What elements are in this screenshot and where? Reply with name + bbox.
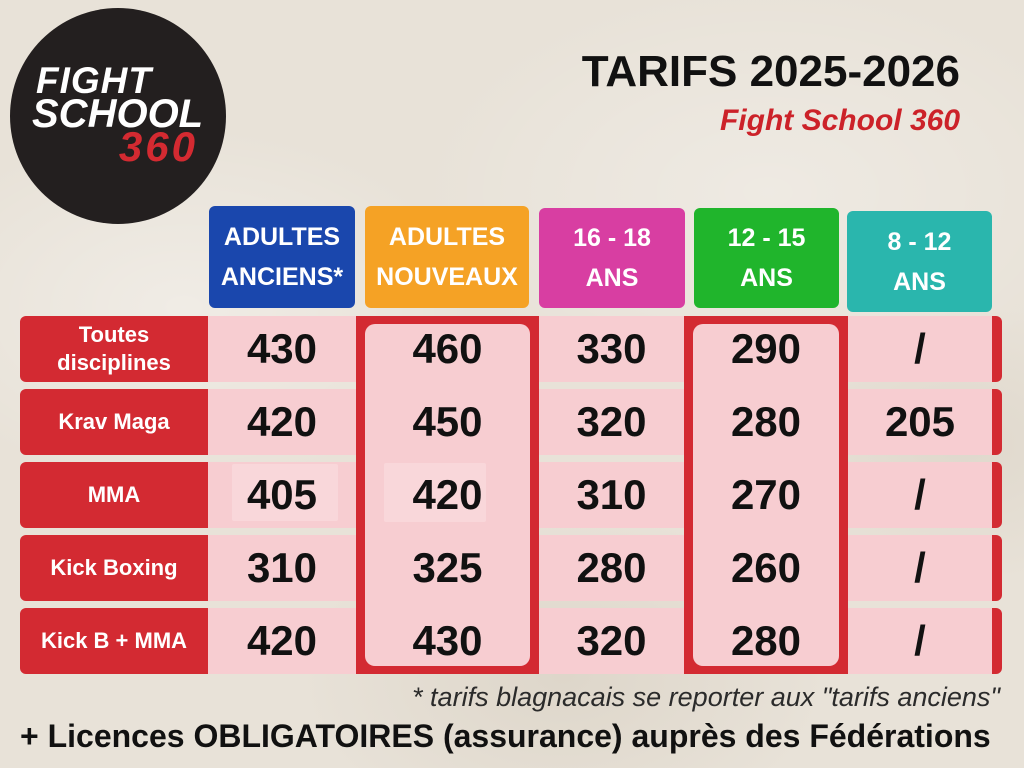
price-8-12-ans: / <box>914 325 926 372</box>
price-8-12-ans: 205 <box>884 398 956 445</box>
page-subtitle: Fight School 360 <box>719 104 960 137</box>
price-adultes-anciens: 430 <box>246 325 318 372</box>
column-header-line-1: 8 - 12 <box>887 227 952 256</box>
price-8-12-ans: / <box>914 617 926 664</box>
column-header-line-2: ANCIENS* <box>220 263 344 291</box>
price-cell-background <box>539 316 684 382</box>
column-header-adultes-anciens: ADULTES ANCIENS* <box>209 206 355 308</box>
column-header-line-2: NOUVEAUX <box>376 263 518 291</box>
price-cell-background <box>848 316 992 382</box>
price-cell-background <box>539 389 684 455</box>
price-adultes-nouveaux: 450 <box>412 398 483 445</box>
price-16-18-ans: 280 <box>576 544 647 591</box>
logo-number-360: 360 <box>118 123 198 170</box>
price-cell-background <box>208 389 356 455</box>
column-header-line-1: ADULTES <box>388 223 506 251</box>
column-header-line-2: ANS <box>893 267 946 296</box>
value-highlight-patch <box>232 464 338 521</box>
price-cell-background <box>848 389 992 455</box>
value-highlight-patch <box>384 463 486 522</box>
price-adultes-nouveaux: 325 <box>412 544 483 591</box>
price-cell-background <box>848 535 992 601</box>
price-adultes-nouveaux: 430 <box>412 617 483 664</box>
price-cell-background <box>208 535 356 601</box>
price-adultes-nouveaux: 460 <box>412 325 483 372</box>
price-cell-background <box>208 608 356 674</box>
price-16-18-ans: 330 <box>576 325 647 372</box>
price-adultes-anciens: 310 <box>246 544 318 591</box>
row-label: Kick B + MMA <box>40 628 188 653</box>
row-krav-maga: Krav Maga 420 450 320 280 205 <box>20 389 1002 455</box>
price-12-15-ans: 260 <box>730 544 802 591</box>
row-label: Kick Boxing <box>50 555 178 580</box>
row-label-cell: Toutes disciplines <box>20 316 208 382</box>
logo-word-school: SCHOOL <box>32 92 204 136</box>
row-label: MMA <box>87 482 141 507</box>
licence-notice: + Licences OBLIGATOIRES (assurance) aupr… <box>20 718 991 754</box>
price-12-15-ans: 290 <box>730 325 802 372</box>
column-header-line-1: ADULTES <box>223 223 341 251</box>
price-12-15-ans: 270 <box>730 471 802 518</box>
price-cell-background <box>539 535 684 601</box>
row-label: Krav Maga <box>58 409 170 434</box>
price-cell-background <box>208 316 356 382</box>
price-cell-background <box>848 462 992 528</box>
column-header-line-2: ANS <box>585 264 639 292</box>
column-header-16-18-ans: 16 - 18 ANS <box>539 208 685 308</box>
logo-word-fight: FIGHT <box>36 60 152 101</box>
column-header-line-1: 16 - 18 <box>573 224 651 252</box>
price-12-15-ans: 280 <box>730 398 802 445</box>
price-cell-background <box>848 608 992 674</box>
price-8-12-ans: / <box>914 471 926 518</box>
column-header-line-2: ANS <box>740 264 793 292</box>
column-header-8-12-ans: 8 - 12 ANS <box>847 211 992 312</box>
price-16-18-ans: 320 <box>576 617 647 664</box>
column-panel-12-15-ans <box>693 324 839 666</box>
row-label-cell: Kick Boxing <box>20 535 208 601</box>
footnote-tarifs-blagnacais: * tarifs blagnacais se reporter aux "tar… <box>412 682 1000 712</box>
price-cell-background <box>539 608 684 674</box>
row-kick-b-mma: Kick B + MMA 420 430 320 280 / <box>20 608 1002 674</box>
price-adultes-anciens: 405 <box>246 471 318 518</box>
column-header-line-1: 12 - 15 <box>727 224 806 252</box>
row-mma: MMA 405 420 310 270 / <box>20 462 1002 528</box>
price-adultes-anciens: 420 <box>246 398 318 445</box>
row-label-cell: Kick B + MMA <box>20 608 208 674</box>
page-title: TARIFS 2025-2026 <box>581 47 960 96</box>
price-16-18-ans: 320 <box>576 398 647 445</box>
fight-school-360-logo: FIGHT SCHOOL 360 <box>10 8 226 224</box>
price-adultes-nouveaux: 420 <box>412 471 483 518</box>
row-label-cell: Krav Maga <box>20 389 208 455</box>
column-header-adultes-nouveaux: ADULTES NOUVEAUX <box>365 206 529 308</box>
price-cell-background <box>539 462 684 528</box>
row-label-cell: MMA <box>20 462 208 528</box>
price-16-18-ans: 310 <box>576 471 647 518</box>
price-8-12-ans: / <box>914 544 926 591</box>
column-header-12-15-ans: 12 - 15 ANS <box>694 208 839 308</box>
row-label: Toutes disciplines <box>57 322 171 375</box>
row-toutes-disciplines: Toutes disciplines 430 460 330 290 / <box>20 316 1002 382</box>
row-kick-boxing: Kick Boxing 310 325 280 260 / <box>20 535 1002 601</box>
price-adultes-anciens: 420 <box>246 617 318 664</box>
price-12-15-ans: 280 <box>730 617 802 664</box>
